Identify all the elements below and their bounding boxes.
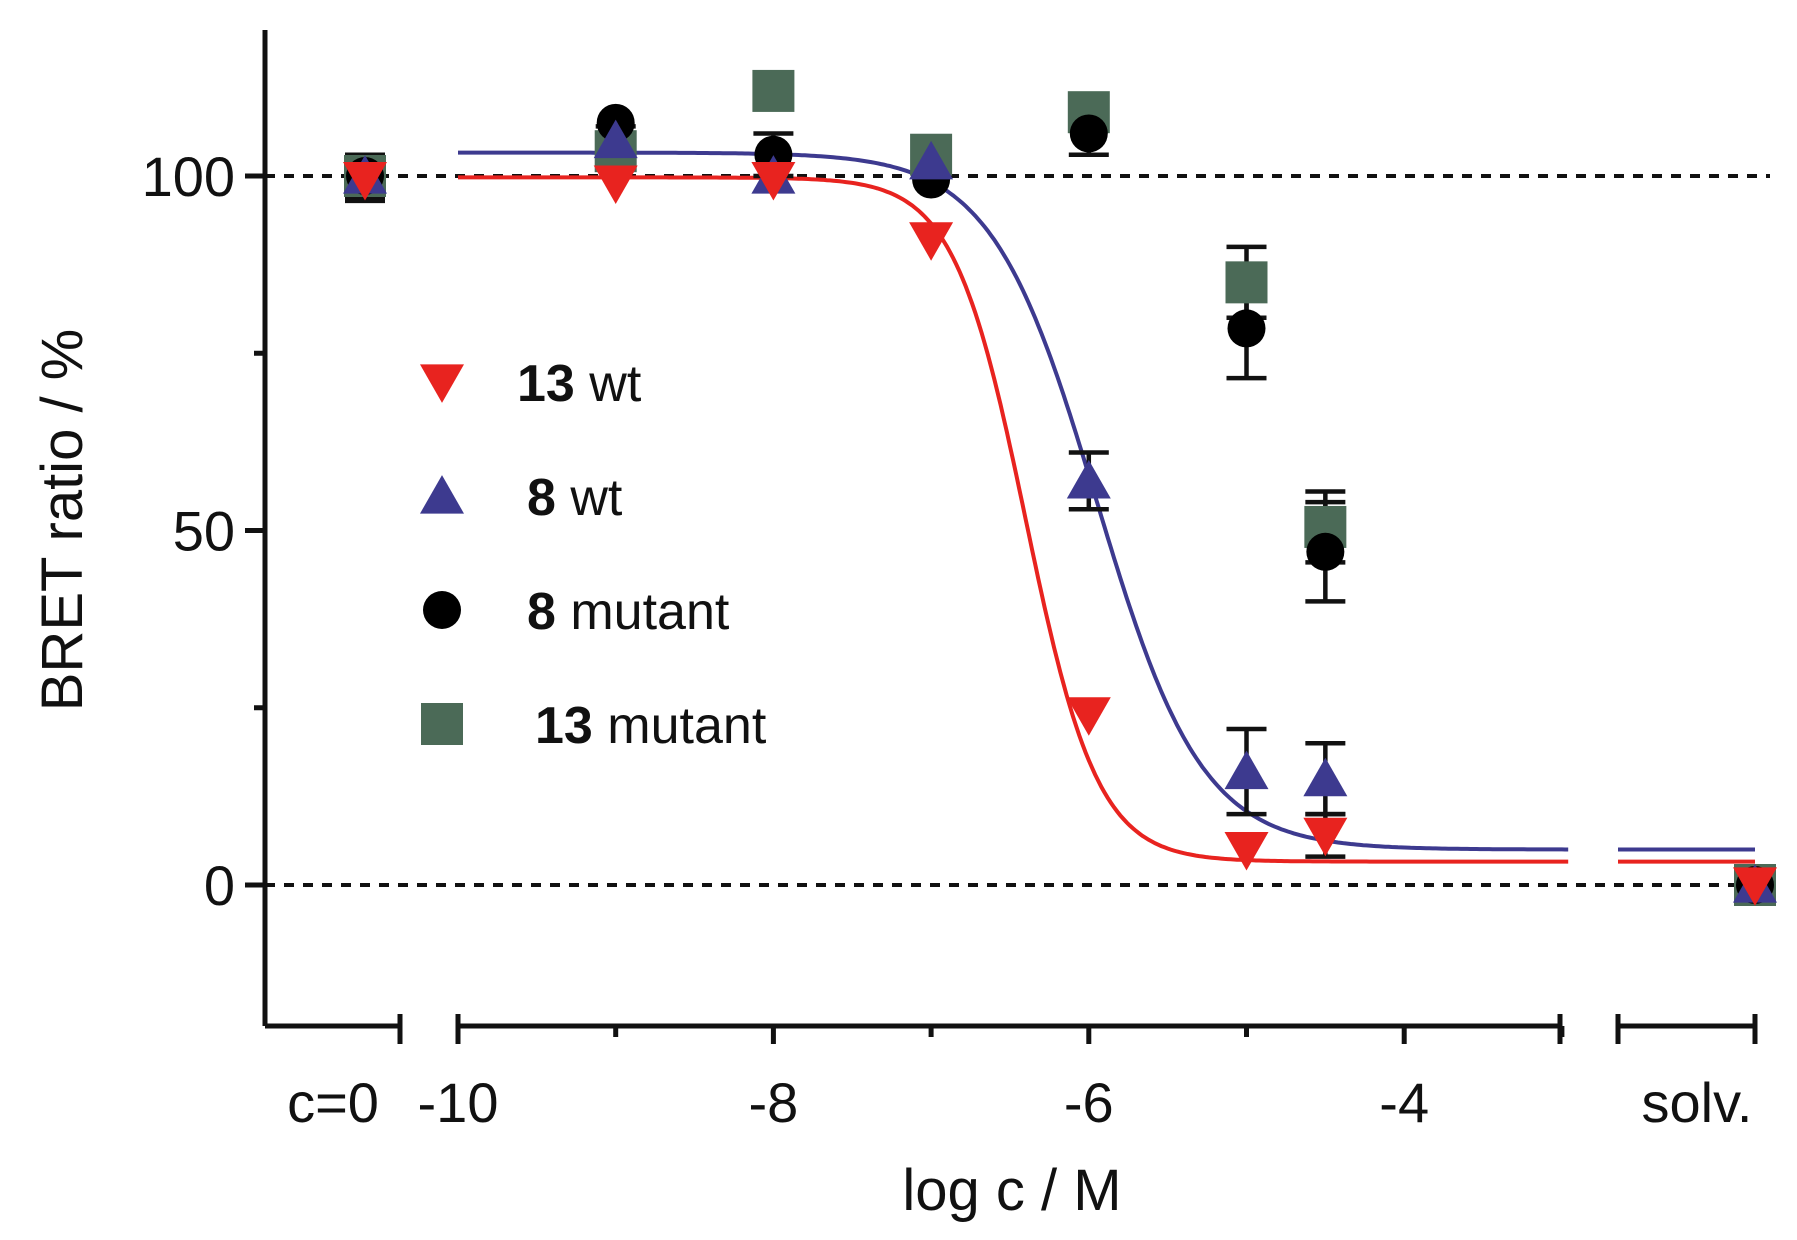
point-8_wt <box>1066 459 1111 499</box>
point-8_wt <box>1224 750 1269 790</box>
legend-marker-8_mutant <box>423 591 461 629</box>
y-tick-label: 0 <box>204 854 235 917</box>
point-8_mutant <box>1069 114 1108 153</box>
point-8_mutant <box>1227 309 1266 348</box>
legend-label-suffix: wt <box>556 469 623 527</box>
point-13_wt <box>593 165 638 204</box>
point-13_mutant <box>752 69 795 112</box>
point-13_wt <box>1224 831 1269 871</box>
point-8_mutant <box>1306 532 1345 571</box>
legend-marker-8_wt <box>420 475 464 514</box>
legend-label-13_mutant: 13 mutant <box>535 697 767 755</box>
fit-curve-13_wt <box>458 175 1569 864</box>
y-tick-label: 100 <box>142 145 235 208</box>
point-8_wt <box>1303 757 1348 797</box>
legend-label-suffix: mutant <box>556 583 730 641</box>
legend-item-8_mutant: 8 mutant <box>423 583 730 641</box>
point-8_wt <box>909 140 954 180</box>
legend-label-8_wt: 8 wt <box>527 469 623 527</box>
point-13_mutant <box>1225 261 1268 304</box>
legend-label-suffix: mutant <box>593 697 767 755</box>
x-tick-label: -6 <box>1064 1071 1114 1134</box>
legend-label-number: 13 <box>535 697 593 755</box>
legend-label-suffix: wt <box>575 355 642 413</box>
legend-item-13_wt: 13 wt <box>420 355 642 413</box>
point-13_wt-solv <box>1733 867 1777 906</box>
legend-label-number: 13 <box>517 355 575 413</box>
x-tick-label: -4 <box>1379 1071 1429 1134</box>
legend-marker-13_mutant <box>421 703 463 745</box>
legend-label-number: 8 <box>527 469 556 527</box>
x-axis-title: log c / M <box>902 1158 1121 1223</box>
point-13_wt <box>751 161 796 201</box>
fit-curve-8_wt <box>458 150 1569 852</box>
axes: 0 50 100 -10 -8 -6 -4 c=0 solv. <box>142 30 1758 1134</box>
fit-curves <box>458 150 1755 864</box>
legend-marker-13_wt <box>420 364 464 403</box>
y-axis-title: BRET ratio / % <box>30 329 95 712</box>
x-tick-label: -10 <box>418 1071 499 1134</box>
legend-item-13_mutant: 13 mutant <box>421 697 767 755</box>
axis-labels: log c / M BRET ratio / % <box>30 329 1122 1223</box>
point-8_wt <box>593 119 638 159</box>
x-tick-label-control: c=0 <box>287 1071 379 1134</box>
legend-label-13_wt: 13 wt <box>517 355 642 413</box>
legend-label-8_mutant: 8 mutant <box>527 583 730 641</box>
error-bars <box>345 74 1346 859</box>
y-tick-label: 50 <box>173 500 235 563</box>
data-points <box>343 69 1777 906</box>
point-13_wt <box>909 222 954 261</box>
point-13_wt-c0 <box>343 161 387 201</box>
point-13_wt <box>1303 817 1348 857</box>
point-13_wt <box>1066 697 1111 736</box>
x-tick-label: -8 <box>749 1071 799 1134</box>
x-tick-label-solvent: solv. <box>1642 1071 1753 1134</box>
legend-item-8_wt: 8 wt <box>420 469 623 527</box>
legend-label-number: 8 <box>527 583 556 641</box>
